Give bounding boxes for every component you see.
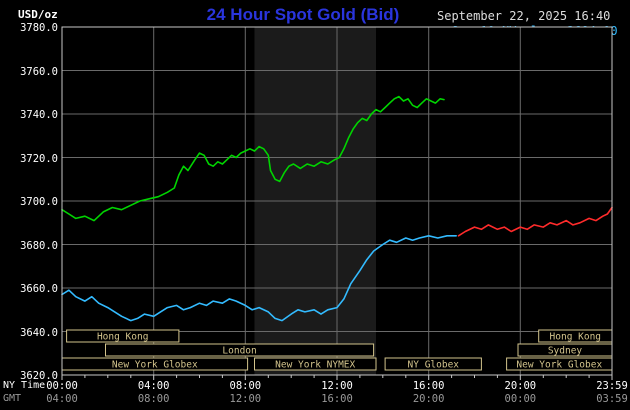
y-axis-label: 3660.0 xyxy=(20,283,58,295)
x-axis-label-ny: 04:00 xyxy=(137,380,170,392)
session-label-hong-kong: Hong Kong xyxy=(550,332,601,343)
series-line-sep22 xyxy=(61,95,445,222)
session-label-ny-globex: NY Globex xyxy=(408,360,460,371)
y-axis-label: 3760.0 xyxy=(20,65,58,78)
x-axis-label-gmt: 16:00 xyxy=(321,393,353,405)
y-axis-label: 3640.0 xyxy=(20,326,58,339)
x-axis-label-gmt: 03:59 xyxy=(596,393,628,405)
gmt-axis-caption: GMT xyxy=(3,393,22,404)
y-axis-label: 3680.0 xyxy=(20,239,58,252)
y-axis-label: 3720.0 xyxy=(20,152,58,165)
x-axis-label-gmt: 08:00 xyxy=(137,393,170,405)
session-label-hong-kong: Hong Kong xyxy=(97,332,148,343)
session-label-new-york-nymex: New York NYMEX xyxy=(275,360,355,371)
series-line-sep19 xyxy=(61,235,458,322)
session-box-london xyxy=(105,343,375,357)
x-axis-label-gmt: 00:00 xyxy=(504,393,537,405)
x-axis-label-ny: 16:00 xyxy=(412,380,445,392)
x-axis-label-gmt: 12:00 xyxy=(229,393,262,405)
y-axis-label: 3740.0 xyxy=(20,109,58,121)
x-axis-label-ny: 00:00 xyxy=(46,380,78,392)
session-label-new-york-globex: New York Globex xyxy=(516,360,602,371)
session-label-new-york-globex: New York Globex xyxy=(112,360,198,371)
plot-border xyxy=(61,26,613,376)
session-label-sydney: Sydney xyxy=(548,346,583,357)
series-line-sep21 xyxy=(457,206,613,237)
x-axis-label-gmt: 04:00 xyxy=(46,393,78,405)
chart-datetime: September 22, 2025 16:40 xyxy=(437,9,611,23)
y-axis-label: 3780.0 xyxy=(20,22,58,34)
chart-title: 24 Hour Spot Gold (Bid) xyxy=(206,5,400,24)
x-axis-label-ny: 20:00 xyxy=(504,380,537,392)
session-box-hong-kong xyxy=(66,329,180,343)
x-axis-label-ny: 12:00 xyxy=(321,380,353,392)
session-label-london: London xyxy=(222,346,256,357)
session-box-ny-globex xyxy=(384,357,482,371)
y-axis-label: 3700.0 xyxy=(20,196,58,208)
x-axis-label-gmt: 20:00 xyxy=(412,393,445,405)
x-axis-label-ny: 23:59 xyxy=(596,380,628,392)
x-axis-label-ny: 08:00 xyxy=(229,380,262,392)
ny-time-axis-caption: NY Time xyxy=(3,380,46,391)
y-axis-label: 3620.0 xyxy=(20,370,58,382)
session-box-new-york-nymex xyxy=(254,357,377,371)
units-label: USD/oz xyxy=(18,8,58,21)
